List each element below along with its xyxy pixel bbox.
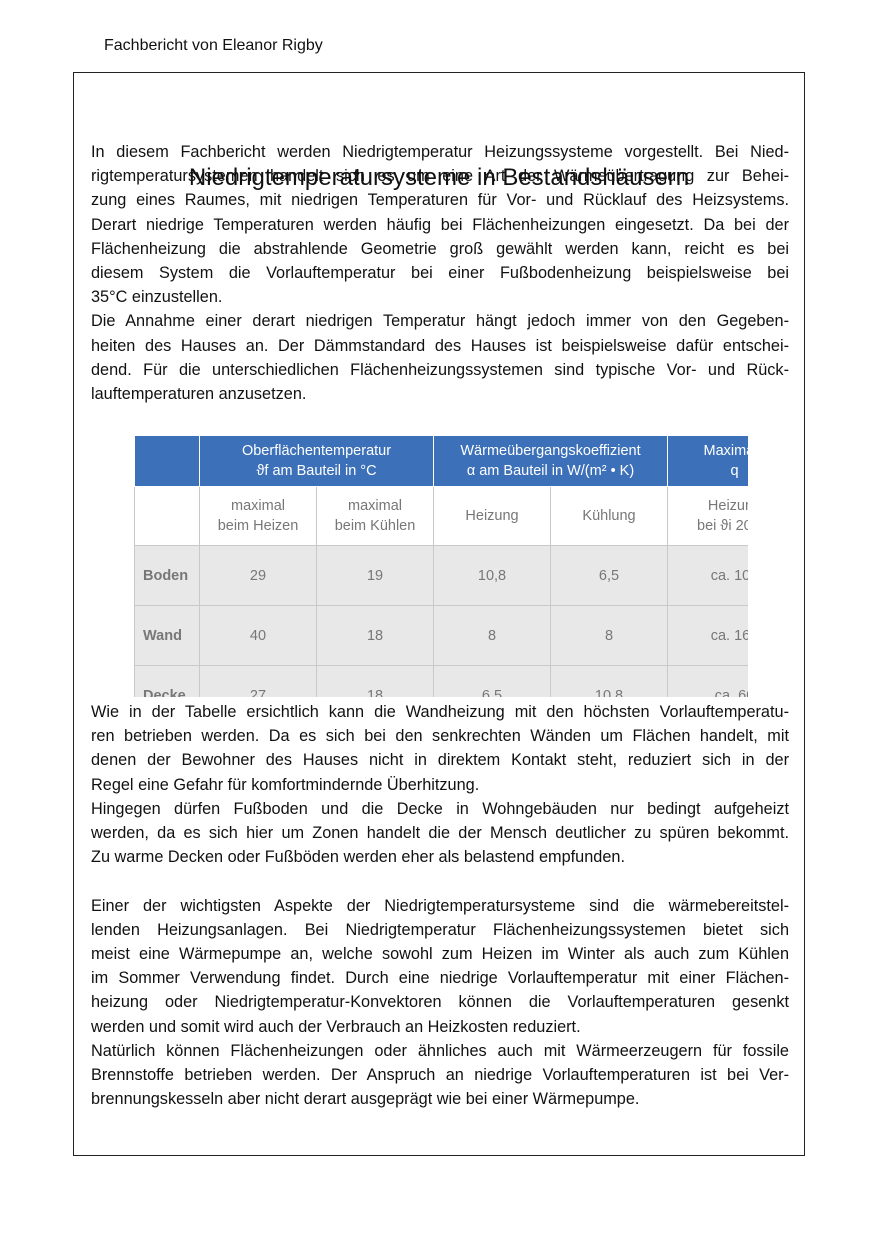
header-cell: maximal beim Heizen xyxy=(199,486,317,546)
table-cell: ca. 160 xyxy=(667,605,748,666)
table-cell: 10,8 xyxy=(433,545,552,606)
row-label: Wand xyxy=(134,605,200,666)
text-line: 35°C einzustellen. xyxy=(91,288,223,307)
text-line: Flächenheizung die abstrahlende Geometri… xyxy=(91,239,789,258)
table-cell: 19 xyxy=(315,545,435,606)
table-cell: ca. 60 xyxy=(667,665,748,697)
table-image: Oberflächentemperatur ϑf am Bauteil in °C… xyxy=(134,436,748,697)
text-line: werden und somit wird auch der Verbrauch… xyxy=(91,1017,581,1036)
text-line: meist eine Wärmepumpe an, welche sowohl … xyxy=(91,945,789,964)
table-cell: 29 xyxy=(199,545,317,606)
table-cell: 10,8 xyxy=(550,665,669,697)
intro-text: In diesem Fachbericht werden Niedrigtemp… xyxy=(91,140,789,406)
paragraph: In diesem Fachbericht werden Niedrigtemp… xyxy=(91,140,789,309)
cell-line: maximal xyxy=(231,498,285,514)
text-line: Wie in der Tabelle ersichtlich kann die … xyxy=(91,703,789,721)
cell-line: Oberflächentemperatur xyxy=(241,443,392,459)
text-line: Regel eine Gefahr für komfortmindernde Ü… xyxy=(91,775,480,794)
paragraph: Hingegen dürfen Fußboden und die Decke i… xyxy=(91,797,789,870)
page-header: Fachbericht von Eleanor Rigby xyxy=(104,37,323,54)
table-cell: 18 xyxy=(315,605,435,666)
header-cell: Wärmeübergangskoeffizient α am Bauteil in… xyxy=(433,436,669,487)
cell-line: Maximale xyxy=(703,443,748,459)
text-line: werden, da es sich hier um Zonen handelt… xyxy=(91,824,789,843)
text-line: Hingegen dürfen Fußboden und die Decke i… xyxy=(91,799,789,818)
cell-line: ϑf am Bauteil in °C xyxy=(256,463,377,479)
body-text: Wie in der Tabelle ersichtlich kann die … xyxy=(91,700,789,1111)
table-cell: 27 xyxy=(199,665,317,697)
text-line: heiten des Hauses an. Der Dämmstandard d… xyxy=(91,336,789,355)
header-cell: maximal beim Kühlen xyxy=(315,486,435,546)
text-line: Die Annahme einer derart niedrigen Tempe… xyxy=(91,312,789,331)
header-cell: Heizung xyxy=(433,486,552,546)
report-title: Niedrigtemperatursysteme in Bestandshäus… xyxy=(188,164,690,191)
cell-line: Heizung xyxy=(707,498,748,514)
cell-line: beim Kühlen xyxy=(334,518,416,534)
sub-header-row: maximal beim Heizen maximal beim Kühlen Heiz… xyxy=(134,486,748,546)
text-line: ren betrieben werden. Da es sich bei den… xyxy=(91,727,789,746)
cell-line: q xyxy=(730,463,739,479)
text-line: lauftemperaturen anzusetzen. xyxy=(91,385,307,404)
header-cell: Maximale q xyxy=(667,436,748,487)
text-line: In diesem Fachbericht werden Niedrigtemp… xyxy=(91,143,789,161)
cell-line: Wärmeübergangskoeffizient xyxy=(460,443,641,459)
table-cell: 6,5 xyxy=(550,545,669,606)
text-line: denen der Bewohner des Hauses nicht in d… xyxy=(91,751,789,770)
table-cell: 8 xyxy=(550,605,669,666)
paragraph: Einer der wichtigsten Aspekte der Niedri… xyxy=(91,894,789,1039)
row-label: Decke xyxy=(134,665,200,697)
text-line: dend. Für die unterschiedlichen Flächenh… xyxy=(91,360,789,379)
cell-line: Kühlung xyxy=(582,508,636,524)
cell-line: bei ϑi 20 °C xyxy=(697,518,748,534)
paragraph: Wie in der Tabelle ersichtlich kann die … xyxy=(91,700,789,797)
table-cell: ca. 100 xyxy=(667,545,748,606)
header-cell: Oberflächentemperatur ϑf am Bauteil in °C xyxy=(198,436,435,487)
text-line: Derart niedrige Temperaturen werden häuf… xyxy=(91,215,789,234)
group-header-row: Oberflächentemperatur ϑf am Bauteil in °C… xyxy=(134,436,748,487)
header-cell xyxy=(134,436,200,487)
cell-line: maximal xyxy=(348,498,402,514)
text-line: zung eines Raumes, mit niedrigen Tempera… xyxy=(91,191,789,210)
header-cell: Kühlung xyxy=(550,486,669,546)
text-line: diesem System die Vorlauftemperatur bei … xyxy=(91,264,789,283)
text-line: rigtemperatursystemen handelt sich es um… xyxy=(91,167,789,186)
text-line: Einer der wichtigsten Aspekte der Niedri… xyxy=(91,896,789,915)
data-table: Oberflächentemperatur ϑf am Bauteil in °C… xyxy=(134,436,748,697)
text-line: Natürlich können Flächenheizungen oder ä… xyxy=(91,1041,789,1060)
cell-line: beim Heizen xyxy=(217,518,299,534)
header-cell: Heizung bei ϑi 20 °C xyxy=(667,486,748,546)
row-label: Boden xyxy=(134,545,200,606)
paragraph: Natürlich können Flächenheizungen oder ä… xyxy=(91,1039,789,1112)
text-line: heizung oder Niedrigtemperatur-Konvektor… xyxy=(91,993,789,1012)
report-frame: Niedrigtemperatursysteme in Bestandshäus… xyxy=(73,72,805,1156)
text-line: im Sommer Verwendung findet. Durch eine … xyxy=(91,969,789,988)
table-cell: 40 xyxy=(199,605,317,666)
header-cell xyxy=(134,486,200,546)
text-line: brennungskesseln aber nicht derart ausge… xyxy=(91,1090,640,1109)
cell-line: Heizung xyxy=(465,508,519,524)
text-line: lenden Heizungsanlagen. Bei Niedrigtempe… xyxy=(91,920,789,939)
text-line: Zu warme Decken oder Fußböden werden ehe… xyxy=(91,848,625,867)
cell-line: α am Bauteil in W/(m² • K) xyxy=(466,463,635,479)
table-cell: 18 xyxy=(315,665,435,697)
text-line: Brennstoffe betrieben werden. Der Anspru… xyxy=(91,1066,789,1085)
table-cell: 8 xyxy=(433,605,552,666)
paragraph: Die Annahme einer derart niedrigen Tempe… xyxy=(91,309,789,406)
table-cell: 6,5 xyxy=(433,665,552,697)
